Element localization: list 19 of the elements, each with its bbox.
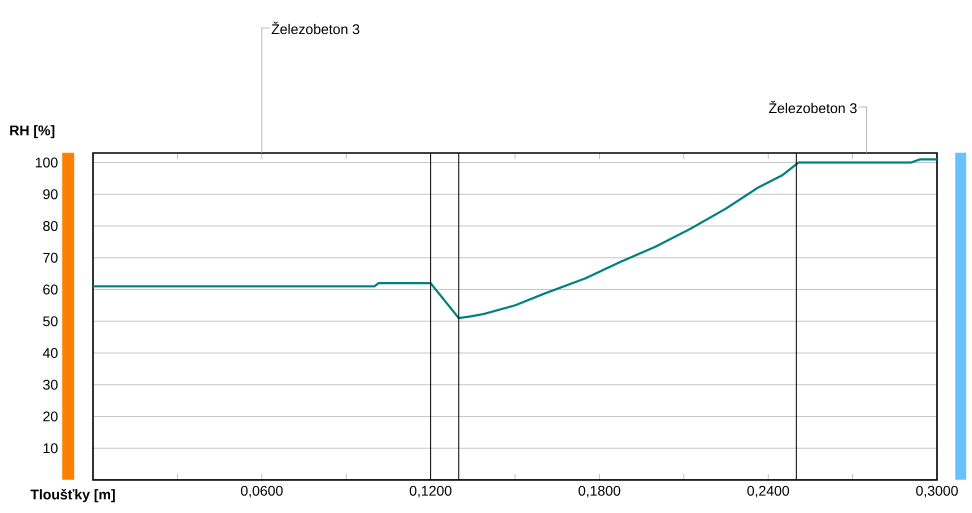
text: Železobeton 3 bbox=[272, 22, 360, 34]
x-tick-label: 0,2400 bbox=[747, 486, 790, 498]
y-tick-label: 90 bbox=[43, 189, 58, 200]
y-tick-label: 70 bbox=[43, 252, 58, 263]
x-tick-label: 0,1200 bbox=[410, 486, 452, 498]
x-tick-label: 0,1800 bbox=[578, 486, 620, 498]
text: Železobeton 3 bbox=[768, 100, 857, 114]
y-tick-label: 30 bbox=[43, 380, 58, 390]
y-tick-label: 100 bbox=[36, 158, 58, 168]
x-axis-title: Tloušťky [m] bbox=[30, 488, 115, 502]
y-tick-label: 10 bbox=[44, 443, 58, 454]
y-tick-label: 60 bbox=[43, 284, 58, 294]
y-axis-title: RH [%] bbox=[10, 125, 54, 138]
y-tick-label: 50 bbox=[43, 316, 58, 326]
x-tick-label: 0,3000 bbox=[916, 486, 958, 498]
y-tick-label: 80 bbox=[43, 221, 58, 231]
y-tick-label: 40 bbox=[42, 348, 58, 358]
y-tick-label: 20 bbox=[43, 412, 58, 422]
x-tick-label: 0,0600 bbox=[240, 486, 283, 498]
